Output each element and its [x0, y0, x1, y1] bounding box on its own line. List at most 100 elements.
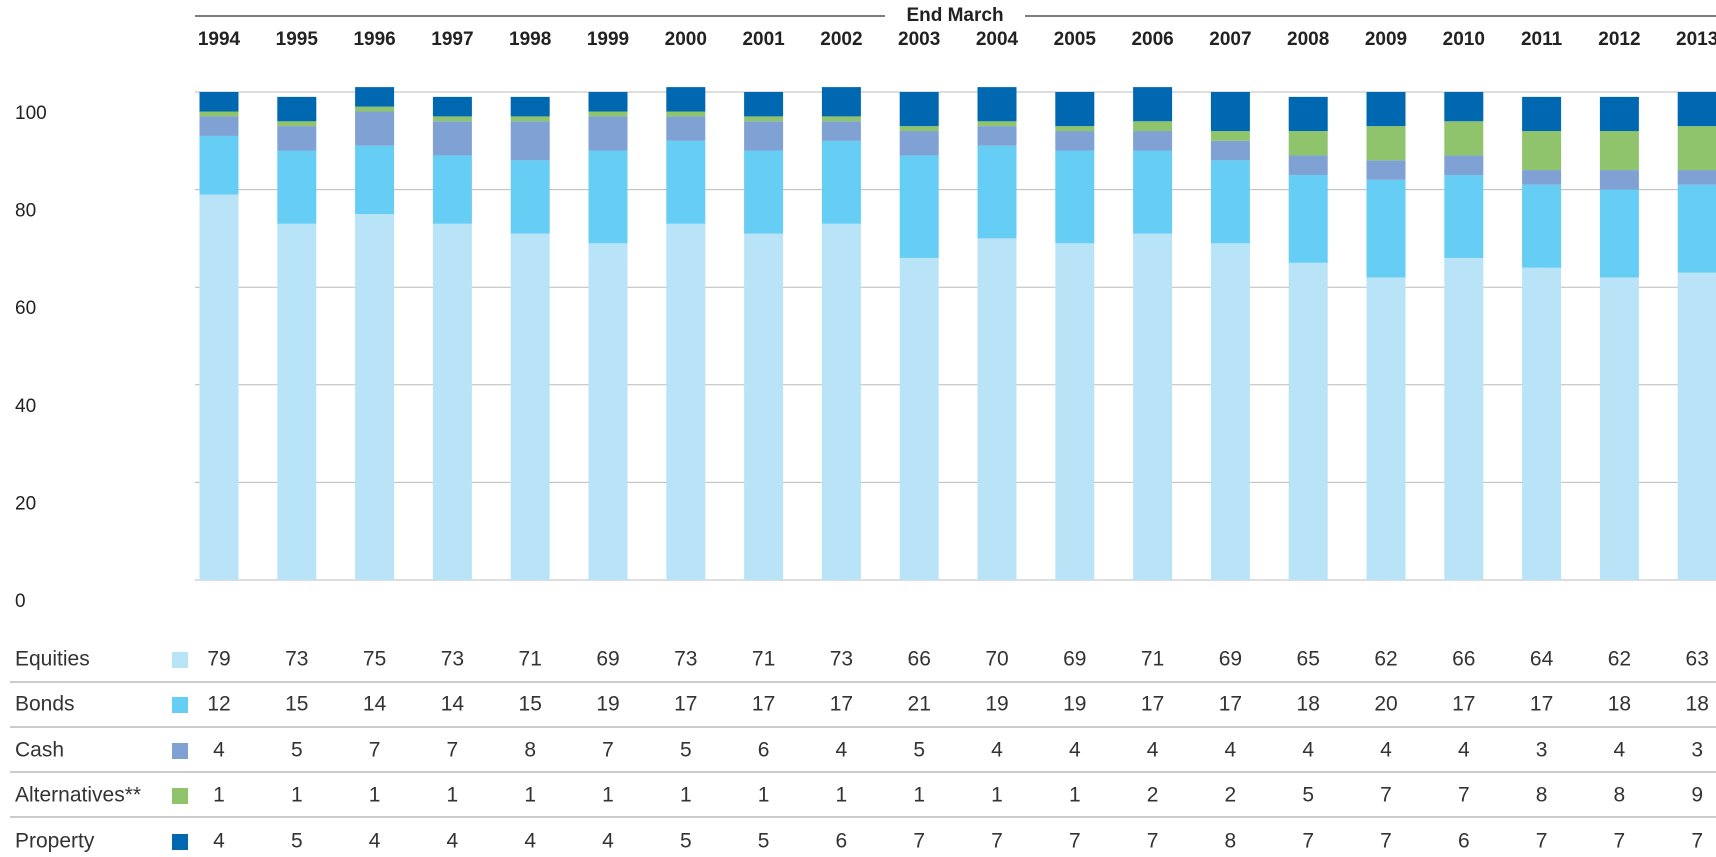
bar-segment	[1599, 189, 1639, 278]
table-value: 62	[1374, 648, 1397, 671]
table-value: 4	[213, 830, 225, 853]
table-value: 1	[213, 784, 225, 807]
table-value: 4	[524, 830, 536, 853]
legend-swatch	[172, 834, 188, 850]
table-value: 5	[913, 739, 925, 762]
table-value: 7	[1536, 830, 1548, 853]
table-value: 70	[985, 648, 1008, 671]
table-value: 19	[596, 693, 619, 716]
x-tick-label: 2002	[820, 29, 862, 50]
legend-swatch	[172, 743, 188, 759]
bar-segment	[1288, 174, 1328, 263]
table-value: 4	[1302, 739, 1314, 762]
x-tick-label: 1994	[198, 29, 241, 50]
table-value: 5	[1302, 784, 1314, 807]
bar-segment	[510, 116, 550, 122]
table-value: 66	[1452, 648, 1475, 671]
legend-label: Property	[15, 830, 95, 853]
bar-segment	[510, 160, 550, 234]
table-value: 5	[680, 830, 692, 853]
bar-segment	[977, 126, 1017, 146]
table-value: 1	[602, 784, 614, 807]
table-value: 7	[1380, 784, 1392, 807]
table-value: 6	[836, 830, 848, 853]
table-value: 19	[985, 693, 1008, 716]
table-value: 18	[1297, 693, 1320, 716]
table-value: 8	[1536, 784, 1548, 807]
x-tick-label: 2000	[665, 29, 707, 50]
table-value: 14	[441, 693, 465, 716]
bar-segment	[1599, 277, 1639, 580]
table-value: 17	[1530, 693, 1553, 716]
bar-segment	[666, 140, 706, 224]
bar-segment	[666, 111, 706, 117]
bar-segment	[1288, 96, 1328, 132]
bar-segment	[355, 106, 395, 112]
table-value: 7	[369, 739, 381, 762]
bar-segment	[1366, 179, 1406, 278]
bar-segment	[1366, 92, 1406, 127]
bar-segment	[1677, 92, 1716, 127]
bar-segment	[1055, 92, 1095, 127]
x-tick-label: 2005	[1054, 29, 1097, 50]
x-tick-label: 2013	[1676, 29, 1716, 50]
y-tick-label: 0	[15, 591, 26, 612]
table-value: 4	[1225, 739, 1237, 762]
bar-segment	[588, 116, 628, 151]
legend-swatch	[172, 652, 188, 668]
table-value: 7	[1302, 830, 1314, 853]
table-value: 7	[1691, 830, 1703, 853]
table-value: 73	[830, 648, 853, 671]
bar-segment	[1444, 174, 1484, 258]
table-value: 6	[1458, 830, 1470, 853]
table-value: 17	[1219, 693, 1242, 716]
table-value: 4	[1380, 739, 1392, 762]
bar-segment	[1677, 184, 1716, 273]
x-tick-label: 2001	[742, 29, 785, 50]
bar-segment	[1133, 233, 1173, 580]
bar-segment	[821, 140, 861, 224]
table-value: 1	[524, 784, 536, 807]
bar-segment	[432, 116, 472, 122]
table-value: 8	[1225, 830, 1237, 853]
table-value: 17	[752, 693, 775, 716]
table-value: 4	[1069, 739, 1081, 762]
table-value: 64	[1530, 648, 1554, 671]
table-value: 7	[991, 830, 1003, 853]
x-tick-label: 1997	[431, 29, 473, 50]
bar-segment	[1288, 155, 1328, 175]
bar-segment	[277, 150, 317, 224]
x-axis-title: End March	[906, 5, 1003, 26]
table-value: 3	[1691, 739, 1703, 762]
bar-segment	[1288, 131, 1328, 156]
y-tick-label: 60	[15, 298, 36, 319]
table-value: 1	[291, 784, 303, 807]
table-value: 1	[1069, 784, 1081, 807]
table-value: 69	[1219, 648, 1242, 671]
bar-segment	[1366, 126, 1406, 161]
table-value: 18	[1686, 693, 1709, 716]
legend-swatch	[172, 788, 188, 804]
table-value: 15	[285, 693, 308, 716]
bar-segment	[744, 92, 784, 117]
table-value: 14	[363, 693, 387, 716]
bar-segment	[510, 121, 550, 161]
bar-segment	[744, 121, 784, 151]
bar-segment	[821, 116, 861, 122]
x-tick-label: 2010	[1443, 29, 1485, 50]
table-value: 4	[602, 830, 614, 853]
bar-segment	[277, 121, 317, 127]
bar-segment	[510, 233, 550, 580]
bar-segment	[355, 87, 395, 107]
table-value: 71	[519, 648, 542, 671]
bar-segment	[1055, 131, 1095, 151]
bar-segment	[1444, 257, 1484, 580]
bar-segment	[899, 126, 939, 132]
table-value: 7	[1147, 830, 1159, 853]
x-tick-label: 2009	[1365, 29, 1407, 50]
bar-segment	[899, 155, 939, 258]
bar-segment	[1677, 126, 1716, 171]
table-value: 17	[674, 693, 697, 716]
x-tick-label: 1999	[587, 29, 629, 50]
bar-segment	[277, 126, 317, 151]
